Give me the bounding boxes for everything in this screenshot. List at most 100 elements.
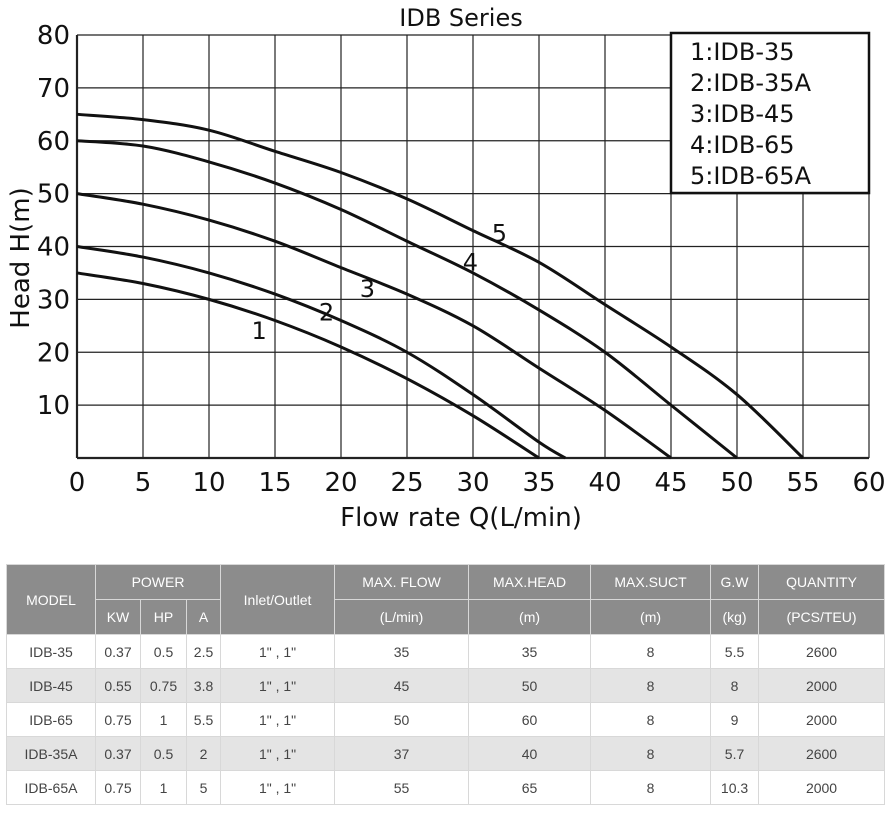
y-tick-label: 20 [37, 338, 70, 368]
y-tick-label: 40 [37, 233, 70, 263]
cell-max-suct: 8 [590, 702, 712, 737]
x-tick-label: 25 [390, 468, 423, 498]
header-max-head: MAX.HEAD [468, 564, 592, 600]
table-row: IDB-65 0.75 1 5.5 1" , 1" 50 60 8 9 2000 [6, 702, 886, 737]
table-row: IDB-35 0.37 0.5 2.5 1" , 1" 35 35 8 5.5 2600 [6, 634, 886, 669]
cell-gw: 9 [710, 702, 760, 737]
y-tick-label: 60 [37, 127, 70, 157]
legend-entry-1: 1:IDB-35 [690, 38, 795, 66]
curve-label-1: 1 [252, 317, 267, 345]
header-kw: KW [95, 599, 141, 635]
cell-model: IDB-35A [6, 736, 96, 771]
cell-hp: 0.5 [140, 634, 187, 669]
cell-model: IDB-65A [6, 770, 96, 805]
curve-label-3: 3 [360, 275, 375, 303]
x-tick-label: 10 [192, 468, 225, 498]
header-inlet-outlet: Inlet/Outlet [220, 564, 336, 635]
header-quantity: QUANTITY [758, 564, 886, 600]
cell-model: IDB-45 [6, 668, 96, 703]
cell-max-head: 60 [468, 702, 592, 737]
cell-quantity: 2000 [758, 668, 886, 703]
y-tick-label: 30 [37, 285, 70, 315]
cell-gw: 5.7 [710, 736, 760, 771]
curve-series-3 [76, 192, 672, 460]
cell-inlet-outlet: 1" , 1" [220, 736, 336, 771]
curve-label-2: 2 [319, 299, 334, 327]
curve-series-5 [76, 112, 805, 460]
x-axis-label: Flow rate Q(L/min) [340, 503, 582, 533]
x-tick-label: 35 [522, 468, 555, 498]
y-tick-label: 70 [37, 74, 70, 104]
cell-hp: 1 [140, 770, 187, 805]
legend-entry-5: 5:IDB-65A [690, 162, 812, 190]
curve-label-4: 4 [463, 248, 478, 276]
header-power: POWER [94, 564, 222, 600]
header-max-flow-unit: (L/min) [334, 599, 470, 635]
cell-kw: 0.37 [95, 634, 141, 669]
table-row: IDB-65A 0.75 1 5 1" , 1" 55 65 8 10.3 2000 [6, 770, 886, 805]
cell-inlet-outlet: 1" , 1" [220, 770, 336, 805]
x-tick-label: 15 [258, 468, 291, 498]
cell-a: 5.5 [185, 702, 222, 737]
legend-entry-2: 2:IDB-35A [690, 69, 812, 97]
chart-title: IDB Series [399, 4, 522, 32]
chart-curves: 1 23 45 [76, 112, 805, 460]
header-gw-unit: (kg) [710, 599, 760, 635]
cell-hp: 0.75 [140, 668, 187, 703]
header-max-head-unit: (m) [468, 599, 592, 635]
model-spec-table: MODEL POWER Inlet/Outlet MAX. FLOW MAX.H… [6, 564, 886, 805]
header-a: A [185, 599, 222, 635]
cell-kw: 0.55 [95, 668, 141, 703]
cell-max-head: 50 [468, 668, 592, 703]
cell-max-flow: 35 [334, 634, 470, 669]
cell-gw: 5.5 [710, 634, 760, 669]
header-gw: G.W [710, 564, 760, 600]
cell-max-flow: 45 [334, 668, 470, 703]
x-tick-label: 40 [588, 468, 621, 498]
cell-max-suct: 8 [590, 668, 712, 703]
cell-max-suct: 8 [590, 736, 712, 771]
x-tick-label: 0 [69, 468, 86, 498]
header-hp: HP [140, 599, 187, 635]
x-tick-label: 20 [324, 468, 357, 498]
header-max-suct: MAX.SUCT [590, 564, 712, 600]
cell-a: 3.8 [185, 668, 222, 703]
x-tick-label: 30 [456, 468, 489, 498]
y-tick-label: 10 [37, 391, 70, 421]
cell-max-flow: 50 [334, 702, 470, 737]
table-row: IDB-45 0.55 0.75 3.8 1" , 1" 45 50 8 8 2000 [6, 668, 886, 703]
x-tick-label: 5 [135, 468, 152, 498]
legend-entry-4: 4:IDB-65 [690, 131, 795, 159]
curve-label-5: 5 [492, 219, 507, 247]
cell-inlet-outlet: 1" , 1" [220, 702, 336, 737]
header-quantity-unit: (PCS/TEU) [758, 599, 886, 635]
cell-inlet-outlet: 1" , 1" [220, 668, 336, 703]
cell-a: 5 [185, 770, 222, 805]
cell-max-flow: 37 [334, 736, 470, 771]
cell-max-head: 35 [468, 634, 592, 669]
cell-quantity: 2600 [758, 736, 886, 771]
cell-gw: 10.3 [710, 770, 760, 805]
y-tick-label: 80 [37, 21, 70, 51]
x-tick-label: 60 [852, 468, 885, 498]
cell-kw: 0.37 [95, 736, 141, 771]
cell-model: IDB-65 [6, 702, 96, 737]
curve-series-4 [76, 139, 738, 460]
y-axis-label: Head H(m) [6, 187, 36, 328]
header-max-suct-unit: (m) [590, 599, 712, 635]
cell-a: 2 [185, 736, 222, 771]
x-tick-label: 45 [654, 468, 687, 498]
cell-max-suct: 8 [590, 770, 712, 805]
cell-hp: 1 [140, 702, 187, 737]
cell-a: 2.5 [185, 634, 222, 669]
cell-kw: 0.75 [95, 770, 141, 805]
cell-max-head: 65 [468, 770, 592, 805]
cell-quantity: 2000 [758, 770, 886, 805]
legend-entry-3: 3:IDB-45 [690, 100, 795, 128]
cell-kw: 0.75 [95, 702, 141, 737]
x-tick-label: 55 [786, 468, 819, 498]
table-body: IDB-35 0.37 0.5 2.5 1" , 1" 35 35 8 5.5 2600 IDB-4… [6, 634, 886, 805]
cell-max-head: 40 [468, 736, 592, 771]
x-tick-label: 50 [720, 468, 753, 498]
